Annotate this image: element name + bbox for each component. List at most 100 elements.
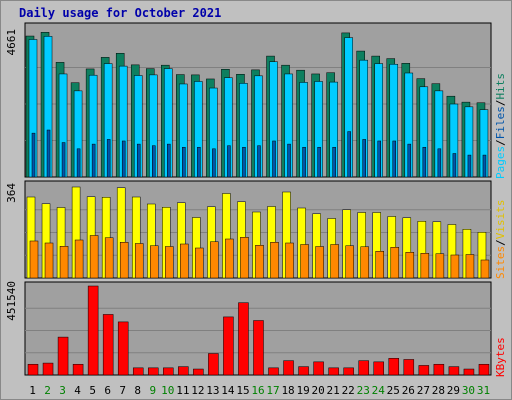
sites-bar-3 (59, 246, 69, 279)
pages-bar-2 (46, 129, 51, 178)
sites-bar-22 (345, 245, 354, 279)
kbytes-bar-13 (208, 353, 219, 376)
pages-bar-16 (257, 145, 261, 178)
pages-bar-3 (61, 142, 66, 178)
x-tick-label-22: 22 (342, 384, 355, 397)
x-tick-label-9: 9 (149, 384, 156, 397)
x-tick-label-13: 13 (206, 384, 219, 397)
sites-bar-28 (435, 253, 445, 279)
x-tick-label-21: 21 (327, 384, 340, 397)
x-tick-label-7: 7 (119, 384, 126, 397)
kbytes-bar-15 (238, 302, 249, 376)
kbytes-bar-30 (463, 368, 475, 376)
sites-bar-21 (330, 244, 339, 279)
x-tick-label-30: 30 (462, 384, 475, 397)
x-tick-label-25: 25 (387, 384, 400, 397)
pages-bar-23 (362, 139, 366, 178)
x-tick-label-5: 5 (89, 384, 96, 397)
pages-bar-28 (437, 148, 442, 178)
x-tick-label-3: 3 (59, 384, 66, 397)
sites-bar-8 (134, 243, 144, 279)
x-tick-label-2: 2 (44, 384, 51, 397)
x-tick-label-12: 12 (191, 384, 204, 397)
kbytes-bar-4 (72, 363, 84, 376)
x-tick-label-15: 15 (236, 384, 249, 397)
kbytes-bar-31 (478, 363, 490, 376)
pages-bar-1 (31, 132, 36, 178)
sites-bar-27 (420, 253, 430, 279)
x-tick-label-8: 8 (134, 384, 141, 397)
pages-bar-9 (152, 145, 156, 178)
x-tick-label-27: 27 (417, 384, 430, 397)
sites-bar-26 (405, 252, 415, 279)
pages-bar-12 (197, 146, 201, 178)
sites-bar-4 (74, 239, 84, 279)
x-tick-label-1: 1 (29, 384, 36, 397)
sites-bar-9 (150, 245, 159, 279)
sites-bar-18 (285, 242, 294, 279)
sites-bar-12 (195, 247, 204, 279)
x-tick-label-16: 16 (251, 384, 264, 397)
kbytes-bar-14 (223, 316, 234, 376)
x-tick-label-26: 26 (402, 384, 415, 397)
kbytes-bar-2 (42, 362, 54, 376)
pages-bar-19 (302, 146, 306, 178)
pages-bar-21 (332, 146, 336, 178)
kbytes-bar-1 (27, 363, 39, 376)
x-tick-label-19: 19 (296, 384, 309, 397)
kbytes-bar-26 (403, 359, 415, 376)
sites-bar-11 (180, 243, 189, 279)
pages-bar-30 (467, 154, 472, 178)
pages-bar-31 (482, 154, 487, 178)
x-tick-label-18: 18 (281, 384, 294, 397)
kbytes-bar-6 (102, 314, 114, 376)
chart-title: Daily usage for October 2021 (19, 6, 222, 20)
pages-bar-8 (136, 143, 141, 178)
kbytes-bar-28 (433, 363, 445, 376)
kbytes-bar-23 (358, 360, 369, 376)
sites-bar-24 (375, 251, 384, 279)
sites-bar-5 (89, 235, 99, 279)
pages-bar-29 (452, 153, 457, 178)
kbytes-bar-9 (148, 367, 159, 376)
sites-bar-1 (29, 240, 39, 279)
x-tick-label-10: 10 (161, 384, 174, 397)
x-tick-label-4: 4 (74, 384, 81, 397)
pages-bar-6 (106, 139, 111, 178)
pages-bar-17 (272, 140, 276, 178)
kbytes-bar-3 (57, 336, 69, 376)
kbytes-bar-5 (87, 285, 99, 376)
kbytes-bar-27 (418, 365, 430, 376)
pages-bar-13 (212, 148, 216, 178)
sites-bar-19 (300, 244, 309, 279)
x-tick-label-29: 29 (447, 384, 460, 397)
sites-bar-30 (465, 254, 475, 279)
x-tick-label-24: 24 (372, 384, 386, 397)
x-tick-label-20: 20 (312, 384, 325, 397)
kbytes-bar-21 (328, 367, 339, 376)
pages-bar-22 (347, 131, 351, 178)
pages-bar-27 (422, 146, 427, 178)
kbytes-bar-29 (448, 366, 460, 376)
pages-bar-10 (167, 143, 171, 178)
kbytes-bar-24 (373, 361, 384, 376)
sites-bar-7 (119, 242, 129, 279)
sites-bar-15 (240, 237, 249, 279)
pages-bar-14 (227, 145, 231, 178)
kbytes-bar-7 (117, 321, 129, 376)
sites-bar-14 (225, 238, 234, 279)
x-tick-label-6: 6 (104, 384, 111, 397)
pages-bar-25 (392, 140, 397, 178)
sites-bar-29 (450, 254, 460, 279)
sites-bar-17 (270, 242, 279, 279)
sites-bar-23 (360, 246, 369, 279)
x-tick-label-28: 28 (432, 384, 445, 397)
sites-bar-10 (165, 246, 174, 279)
kbytes-bar-8 (132, 367, 144, 376)
sites-bar-20 (315, 246, 324, 279)
kbytes-bar-10 (163, 367, 174, 376)
x-tick-label-11: 11 (176, 384, 189, 397)
kbytes-bar-20 (313, 361, 324, 376)
